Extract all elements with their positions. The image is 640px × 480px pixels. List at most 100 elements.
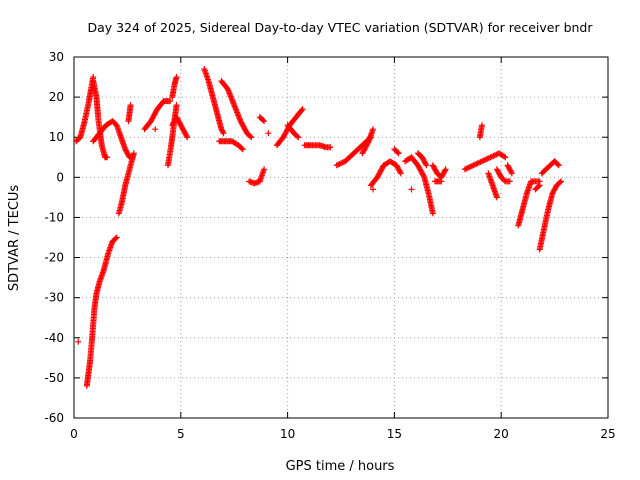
x-tick-label: 10 (280, 427, 295, 441)
series-s14 (216, 138, 246, 153)
data-point (167, 98, 174, 105)
data-point (261, 166, 268, 173)
axis-ticks: 0 5 10 15 20 25 -60 -50 -40 -30 -20 -10 0 10 20 30 (44, 50, 615, 441)
data-point (183, 132, 190, 139)
series-s35 (493, 166, 513, 185)
data-point (397, 170, 404, 177)
chart-title: Day 324 of 2025, Sidereal Day-to-day VTE… (87, 20, 593, 35)
y-tick-label: -50 (44, 371, 64, 385)
series-s40 (538, 158, 562, 177)
series-s17 (256, 114, 268, 125)
y-axis-label: SDTVAR / TECUs (7, 185, 22, 292)
series-s33 (476, 122, 485, 141)
series-s26 (391, 146, 402, 157)
series-s02 (75, 338, 82, 345)
y-tick-label: 10 (49, 130, 64, 144)
series-s20 (284, 122, 302, 141)
y-tick-label: -20 (44, 251, 64, 265)
data-point (441, 167, 448, 174)
series-s24 (367, 158, 404, 189)
data-point (127, 102, 134, 109)
data-point (555, 162, 562, 169)
data-point (130, 150, 137, 157)
data-point (478, 122, 485, 129)
x-tick-label: 15 (387, 427, 402, 441)
data-point (397, 168, 404, 175)
series-s10 (164, 102, 180, 169)
data-point (238, 145, 245, 152)
data-point (173, 102, 180, 109)
data-point (113, 234, 120, 241)
data-point (408, 186, 415, 193)
x-tick-label: 20 (494, 427, 509, 441)
data-point (184, 134, 191, 141)
data-points (73, 66, 565, 389)
data-point (429, 210, 436, 217)
data-point (423, 162, 430, 169)
data-point (365, 139, 372, 146)
series-s38 (532, 182, 543, 193)
series-s29 (414, 150, 430, 169)
series-s25 (370, 186, 377, 193)
y-tick-label: 20 (49, 90, 64, 104)
series-s21 (301, 142, 334, 151)
data-point (248, 134, 255, 141)
series-s06 (115, 150, 137, 217)
data-point (327, 144, 334, 151)
data-point (501, 153, 508, 160)
data-point (294, 133, 301, 140)
data-point (298, 107, 305, 114)
series-s05 (90, 118, 133, 161)
y-tick-label: -40 (44, 331, 64, 345)
data-point (508, 170, 515, 177)
series-s37 (515, 178, 543, 229)
data-point (239, 146, 246, 153)
data-point (438, 178, 445, 185)
series-s34 (485, 170, 500, 201)
data-point (558, 178, 565, 185)
data-point (420, 172, 427, 179)
data-point (299, 106, 306, 113)
data-point (535, 183, 542, 190)
series-s16 (246, 166, 268, 187)
data-point (295, 134, 302, 141)
data-point (536, 182, 543, 189)
data-point (370, 126, 377, 133)
series-s18 (265, 130, 272, 137)
data-point (395, 150, 402, 157)
series-s11 (169, 114, 191, 141)
series-s15 (218, 78, 255, 141)
data-point (394, 149, 401, 156)
series-s09 (152, 126, 159, 133)
data-point (247, 133, 254, 140)
data-point (173, 74, 180, 81)
data-point (260, 117, 267, 124)
data-point (370, 186, 377, 193)
y-tick-label: -30 (44, 291, 64, 305)
data-point (556, 179, 563, 186)
x-axis-label: GPS time / hours (286, 459, 395, 474)
data-point (502, 154, 509, 161)
series-s27 (402, 154, 436, 217)
data-point (112, 235, 119, 242)
plot-area-frame (73, 56, 609, 419)
data-point (506, 178, 513, 185)
x-tick-label: 5 (177, 427, 185, 441)
data-point (152, 126, 159, 133)
series-s36 (504, 162, 515, 177)
y-tick-label: -60 (44, 411, 64, 425)
series-s23 (359, 126, 377, 157)
data-point (219, 128, 226, 135)
grid-lines (74, 57, 608, 418)
data-point (261, 118, 268, 125)
data-point (104, 154, 111, 161)
data-point (493, 194, 500, 201)
series-s30 (429, 162, 449, 181)
x-tick-label: 0 (70, 427, 78, 441)
data-point (422, 160, 429, 167)
series-s08 (141, 98, 174, 133)
y-tick-label: -10 (44, 210, 64, 224)
series-s07 (125, 102, 134, 125)
